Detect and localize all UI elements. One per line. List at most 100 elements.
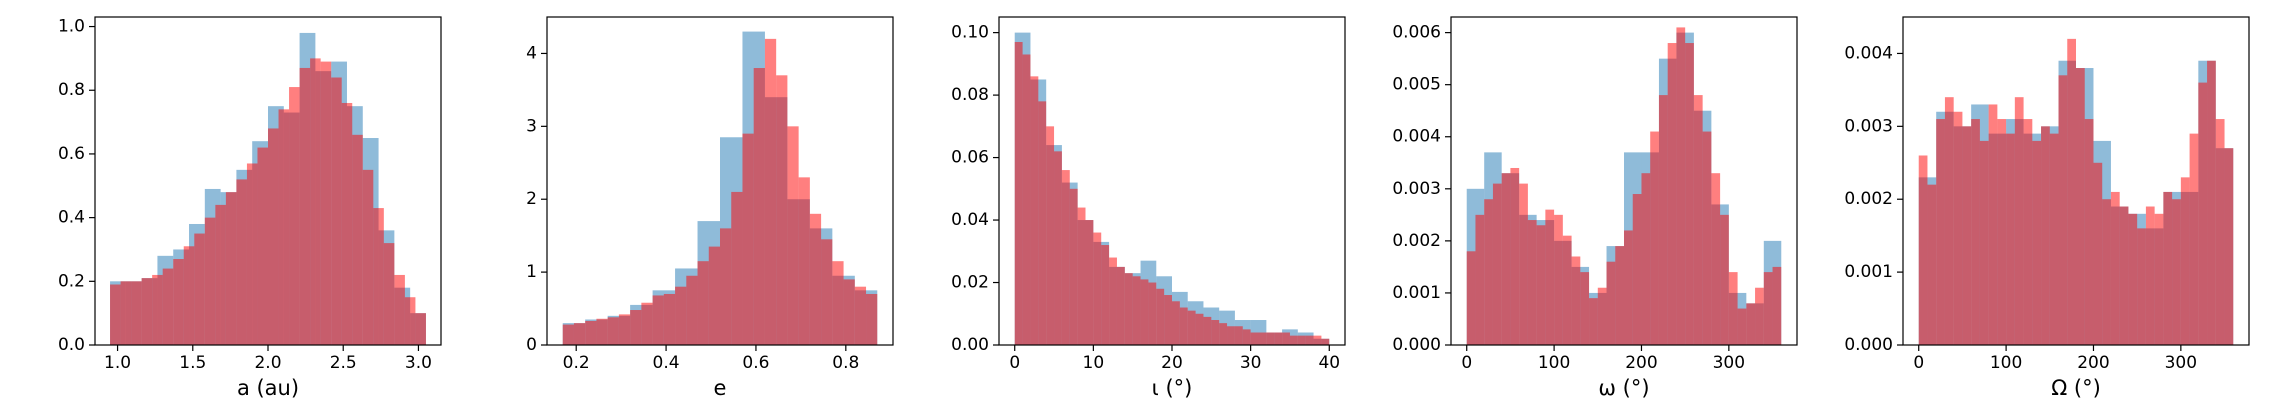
axes-frame xyxy=(1902,16,2250,346)
hist-bar xyxy=(798,177,810,345)
hist-bar xyxy=(1046,126,1055,345)
hist-bar xyxy=(686,275,698,345)
hist-bar xyxy=(1093,232,1102,345)
x-tick-label: 20 xyxy=(1161,353,1183,373)
hist-bar xyxy=(720,228,732,345)
hist-bar xyxy=(183,246,195,345)
hist-bar xyxy=(1289,335,1298,345)
y-tick-label: 0.02 xyxy=(951,273,989,293)
y-tick-label: 0.001 xyxy=(1844,262,1893,282)
hist-bar xyxy=(1187,310,1196,345)
hist-bar xyxy=(866,293,878,345)
subplot: 0 10 20 30 40 0.00 0.02 0.04 0.06 0.08 0.10 ι (°) xyxy=(951,16,1346,400)
hist-bar xyxy=(373,208,384,345)
hist-bar xyxy=(731,191,743,345)
hist-bar xyxy=(1650,131,1659,345)
hist-bar xyxy=(1772,266,1782,345)
hist-bar xyxy=(173,259,184,345)
hist-bar xyxy=(152,274,163,345)
hist-bar xyxy=(1597,287,1607,345)
hist-bar xyxy=(141,278,153,345)
y-tick-label: 1 xyxy=(526,262,537,282)
hist-bar xyxy=(2076,68,2085,346)
y-tick-label: 0.8 xyxy=(58,80,85,100)
y-tick-label: 0.0 xyxy=(58,335,85,355)
hist-bar xyxy=(663,293,676,345)
hist-bar xyxy=(1545,209,1555,345)
hist-bar xyxy=(1061,170,1070,345)
hist-bar xyxy=(194,233,205,345)
x-tick-label: 0.2 xyxy=(563,353,590,373)
y-tick-label: 0.00 xyxy=(951,335,989,355)
hist-bar xyxy=(1219,323,1228,345)
hist-bar xyxy=(787,126,799,345)
axes-frame xyxy=(546,16,894,346)
hist-bar xyxy=(1755,287,1764,345)
hist-bar xyxy=(2145,206,2155,345)
hist-bar xyxy=(1014,41,1023,345)
hist-bar xyxy=(2163,191,2173,345)
hist-bar xyxy=(341,102,353,345)
hist-bar xyxy=(832,261,844,345)
hist-bar xyxy=(1702,131,1712,345)
hist-bar xyxy=(1944,97,1954,345)
hist-bar xyxy=(821,239,833,345)
hist-bar xyxy=(742,133,754,345)
x-tick-label: 0 xyxy=(1461,353,1472,373)
hist-bar xyxy=(1195,313,1204,345)
hist-bar xyxy=(2014,97,2024,345)
hist-bar xyxy=(573,323,586,345)
hist-bar xyxy=(585,320,597,345)
hist-bar xyxy=(1641,173,1651,345)
hist-bar xyxy=(1156,288,1165,345)
hist-bar xyxy=(1536,225,1546,345)
hist-bar xyxy=(1234,326,1243,345)
hist-bar xyxy=(753,68,765,346)
hist-bar xyxy=(596,318,608,345)
hist-bar xyxy=(404,297,416,345)
hist-bar xyxy=(641,302,653,345)
hist-bar xyxy=(278,109,290,345)
hist-bar xyxy=(1589,298,1598,345)
hist-bar xyxy=(1148,282,1157,345)
hist-bar xyxy=(1492,183,1502,345)
hist-bar xyxy=(1242,329,1251,345)
x-tick-label: 300 xyxy=(2165,353,2197,373)
hist-bar xyxy=(562,324,574,345)
hist-bar xyxy=(675,286,687,345)
hist-bar xyxy=(1069,188,1078,345)
x-tick-label: 2.5 xyxy=(330,353,357,373)
hist-bar xyxy=(1164,295,1172,345)
hist-bar xyxy=(162,268,174,345)
hist-bar xyxy=(1936,119,1945,346)
y-tick-label: 0.06 xyxy=(951,148,989,168)
hist-bar xyxy=(1305,335,1314,345)
hist-bar xyxy=(2224,148,2234,345)
hist-bar xyxy=(362,169,374,345)
hist-bar xyxy=(1211,320,1220,345)
hist-bar xyxy=(2067,38,2076,345)
hist-bar xyxy=(299,67,311,346)
x-axis-label: a (au) xyxy=(237,376,299,400)
hist-bar xyxy=(708,246,720,345)
x-tick-label: 0.8 xyxy=(832,353,859,373)
y-tick-label: 2 xyxy=(526,189,537,209)
hist-bar xyxy=(1554,214,1563,345)
y-tick-label: 1.0 xyxy=(58,17,85,37)
hist-bar xyxy=(776,75,788,346)
hist-bar xyxy=(2093,162,2103,345)
hist-bar xyxy=(1571,256,1581,345)
x-tick-label: 1.0 xyxy=(104,353,131,373)
hist-bar xyxy=(1971,119,1980,346)
hist-bar xyxy=(1250,332,1259,345)
axes-frame xyxy=(1450,16,1798,346)
y-tick-label: 0.001 xyxy=(1392,283,1441,303)
hist-bar xyxy=(2049,133,2059,345)
y-tick-label: 0.000 xyxy=(1392,335,1441,355)
hist-bar xyxy=(2110,191,2120,345)
y-tick-label: 0.002 xyxy=(1844,189,1893,209)
hist-bar xyxy=(1274,332,1283,345)
hist-bar xyxy=(1179,307,1188,345)
hist-bar xyxy=(1030,76,1039,345)
hist-bar xyxy=(652,295,664,345)
